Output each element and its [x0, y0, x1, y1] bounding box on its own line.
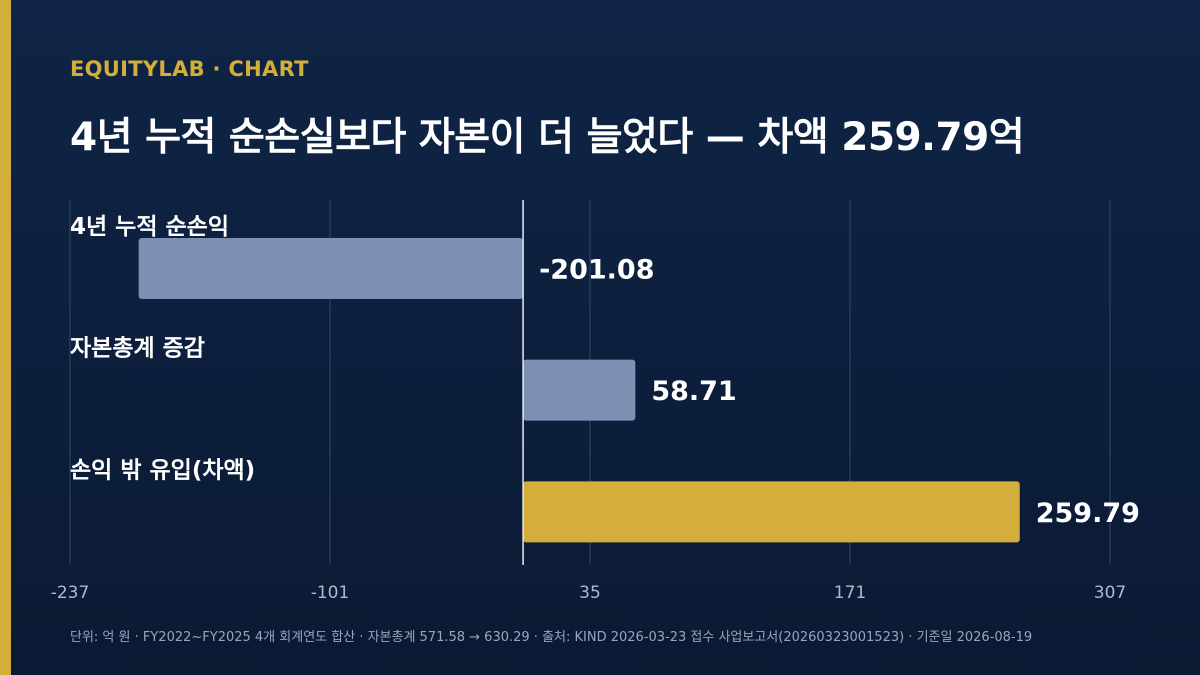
- footnote: 단위: 억 원 · FY2022~FY2025 4개 회계연도 합산 · 자본총…: [70, 630, 1033, 645]
- x-tick-label: -101: [311, 583, 350, 603]
- accent-bar: [0, 0, 11, 675]
- value-label: 259.79: [1036, 498, 1140, 529]
- bar: [523, 481, 1020, 543]
- brand-label: EQUITYLAB · CHART: [70, 57, 309, 81]
- x-tick-label: 307: [1094, 583, 1126, 603]
- x-tick-label: 171: [834, 583, 866, 603]
- category-label: 자본총계 증감: [70, 336, 205, 362]
- x-tick-label: 35: [579, 583, 601, 603]
- bar: [523, 359, 636, 421]
- category-label: 손익 밖 유입(차액): [70, 457, 255, 483]
- x-axis-ticks: -237 -101 35 171 307: [51, 583, 1127, 603]
- bars: [138, 200, 1020, 565]
- category-label: 4년 누적 순손익: [70, 214, 229, 240]
- x-tick-label: -237: [51, 583, 90, 603]
- labels: 4년 누적 순손익 -201.08 자본총계 증감 58.71 손익 밖 유입(차액) 2…: [70, 214, 1140, 529]
- value-label: -201.08: [539, 255, 654, 286]
- chart-title: 4년 누적 순손실보다 자본이 더 늘었다 — 차액 259.79억: [70, 115, 1025, 160]
- bar: [138, 238, 524, 299]
- value-label: 58.71: [651, 376, 736, 407]
